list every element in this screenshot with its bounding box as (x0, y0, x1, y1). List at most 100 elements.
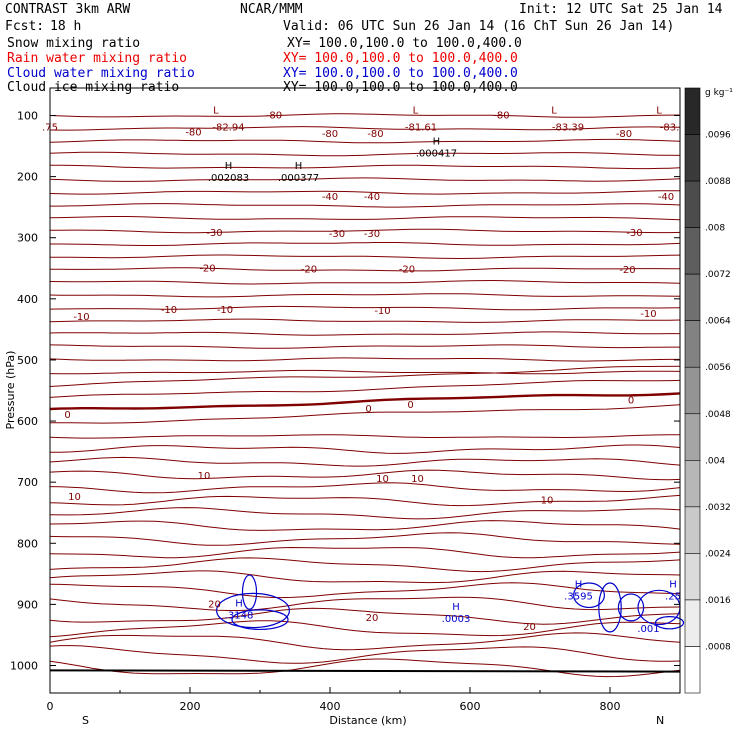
contour-label: -10 (374, 306, 390, 317)
low-marker: L (213, 105, 219, 116)
low-marker: L (551, 105, 557, 116)
high-value: .3148 (225, 610, 254, 621)
field-xy-snow: XY= 100.0,100.0 to 100.0,400.0 (287, 36, 522, 51)
init-time: Init: 12 UTC Sat 25 Jan 14 (519, 2, 723, 17)
isotherm-line (49, 318, 681, 323)
model-title: CONTRAST 3km ARW (5, 2, 131, 17)
contour-label: -40 (364, 192, 380, 203)
isotherm-line (49, 596, 681, 611)
isotherm-line (50, 164, 681, 170)
contour-label: 20 (208, 599, 221, 610)
isotherm-line (49, 216, 681, 221)
x-tick-label: 600 (460, 700, 481, 713)
contour-label: -10 (161, 305, 177, 316)
colorbar-tick-label: .0056 (705, 363, 731, 373)
isotherm-line (49, 632, 681, 651)
y-tick-label: 900 (17, 598, 38, 611)
contour-label: 10 (541, 496, 554, 507)
high-value: .002083 (208, 173, 249, 184)
high-value: .000377 (278, 173, 319, 184)
high-marker: H (575, 579, 583, 590)
y-axis-label: Pressure (hPa) (4, 351, 17, 430)
colorbar-swatch (684, 273, 701, 321)
colorbar-swatch (684, 460, 701, 508)
forecast-label: Fcst: (5, 19, 45, 34)
colorbar-tick-label: .0008 (705, 642, 731, 652)
isotherm-line (49, 357, 680, 362)
y-tick-label: 600 (17, 415, 38, 428)
contour-label: -40 (658, 192, 674, 203)
low-marker: L (413, 105, 419, 116)
contour-label: 10 (68, 492, 81, 503)
colorbar-swatch (684, 87, 701, 135)
contour-label: 20 (523, 622, 536, 633)
contour-label: -80 (266, 111, 282, 122)
contour-label: 0 (628, 395, 634, 406)
field-xy-rain: XY= 100.0,100.0 to 100.0,400.0 (283, 51, 518, 66)
cloud-water-contour (598, 582, 622, 633)
x-tick-label: 0 (47, 700, 54, 713)
isotherm-line (49, 456, 681, 467)
contour-label: -82.94 (212, 123, 244, 134)
isotherm-line (49, 557, 681, 573)
colorbar-swatch (684, 646, 701, 694)
x-axis-label: Distance (km) (329, 714, 406, 727)
contour-label: -80 (367, 129, 383, 140)
surface-line (49, 669, 681, 673)
high-value: .0003 (442, 614, 471, 625)
contour-label: -83. (660, 123, 680, 134)
colorbar-tick-label: .0096 (705, 131, 731, 141)
isotherm-line (50, 444, 681, 454)
isotherm-line (49, 331, 680, 336)
isotherm-line (49, 126, 681, 131)
colorbar-swatch (684, 320, 701, 368)
y-tick-label: 700 (17, 476, 38, 489)
cloud-water-contour (654, 616, 685, 630)
isotherm-line (49, 620, 681, 638)
isotherm-line (49, 305, 681, 311)
isotherm-line (49, 379, 681, 398)
cloud-water-contour (216, 592, 291, 629)
high-value: .25 (665, 591, 681, 602)
contour-label: -80 (185, 128, 201, 139)
colorbar-tick-label: .0048 (705, 410, 731, 420)
colorbar-swatch (684, 180, 701, 228)
isotherm-line (49, 532, 681, 546)
isotherm-line (49, 365, 681, 387)
isotherm-line (49, 582, 681, 599)
isotherm-line (49, 570, 681, 584)
field-name-rain: Rain water mixing ratio (7, 51, 188, 66)
colorbar-tick-label: .0016 (705, 596, 731, 606)
contour-label: -30 (626, 228, 642, 239)
field-name-cloud-water: Cloud water mixing ratio (7, 66, 195, 81)
y-tick-label: 200 (17, 171, 38, 184)
isotherm-line (50, 404, 681, 424)
colorbar-swatch (684, 506, 701, 554)
isotherm-line (49, 469, 681, 481)
cloud-water-contour (617, 593, 645, 622)
high-value: .3595 (564, 591, 593, 602)
high-value: .001 (637, 624, 659, 635)
y-tick-label: 1000 (10, 660, 38, 673)
contour-label: -80 (616, 129, 632, 140)
contour-label: -10 (640, 309, 656, 320)
x-tick-label: 800 (600, 700, 621, 713)
isotherm-line (50, 254, 681, 260)
contour-label: -40 (322, 192, 338, 203)
isotherm-line (49, 279, 681, 285)
isotherm-line (49, 177, 681, 182)
isotherm-line (50, 242, 681, 246)
isotherm-line (49, 344, 680, 349)
isotherm-line (49, 507, 681, 520)
isotherm-line (49, 494, 681, 507)
contour-label: -30 (206, 228, 222, 239)
colorbar-tick-label: .0088 (705, 177, 731, 187)
contour-label: 10 (198, 471, 211, 482)
colorbar-swatch (684, 366, 701, 415)
high-marker: H (225, 161, 233, 172)
colorbar-unit: g kg⁻¹ (705, 88, 733, 98)
contour-label: -80 (493, 111, 509, 122)
x-axis-end-left: S (82, 714, 89, 727)
isotherm-line (49, 434, 680, 439)
